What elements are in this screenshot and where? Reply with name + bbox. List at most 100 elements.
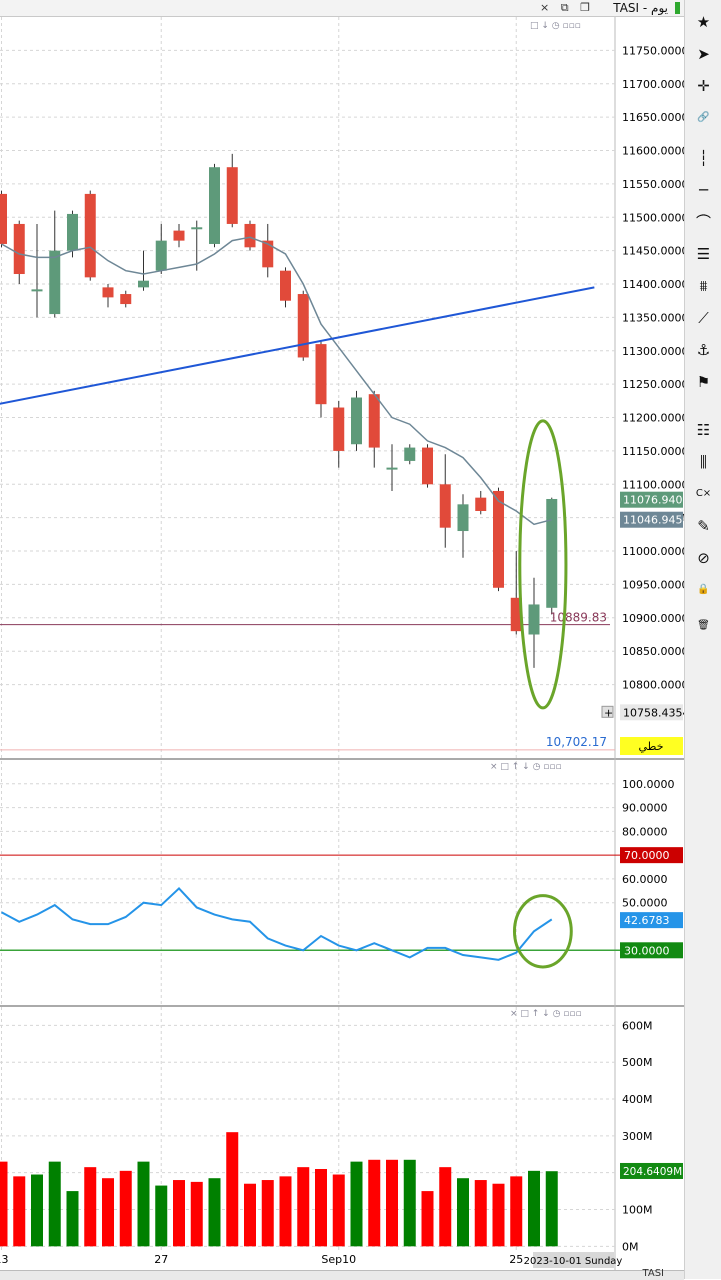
line-type-badge-label: خطي <box>639 740 664 753</box>
candle <box>173 230 185 241</box>
price-tick-label: 11250.0000 <box>622 378 684 391</box>
volume-bar <box>31 1174 43 1247</box>
x-tick-label: 13 <box>0 1253 9 1266</box>
curve-tool-icon[interactable]: ⌒ <box>695 213 711 231</box>
price-tick-label: 11650.0000 <box>622 111 684 124</box>
candle <box>368 394 380 448</box>
horizontal-line-label: 10889.83 <box>550 611 607 625</box>
bottom-symbol: TASI <box>642 1268 664 1279</box>
price-label: 11076.9400 <box>623 494 684 507</box>
highlight-ellipse <box>518 419 568 710</box>
volume-bar <box>545 1171 558 1247</box>
flag-icon[interactable]: ⚑ <box>696 373 711 391</box>
chart-canvas[interactable]: 10800.0000 10850.0000 10900.0000 10950.0000… <box>0 0 684 1279</box>
price-label: 11046.9450 <box>623 514 684 527</box>
volume-bar <box>279 1176 292 1247</box>
text-anchor-icon[interactable]: ⚓ <box>696 341 711 359</box>
volume-panel-controls: × □ ↑ ↓ ◷ ▫▫▫ <box>510 1009 582 1019</box>
crosshair-plus: + <box>604 706 613 719</box>
volume-bar <box>457 1178 469 1247</box>
rsi-tick-label: 100.0000 <box>622 778 675 791</box>
candle <box>333 407 345 451</box>
volume-tick-label: 400M <box>622 1093 653 1106</box>
crosshair-icon[interactable]: ✛ <box>697 77 710 95</box>
candle <box>404 447 416 461</box>
candle <box>351 397 362 445</box>
brush-icon[interactable]: ✎ <box>697 517 710 535</box>
bottom-scroll-bar[interactable]: TASI <box>0 1268 684 1280</box>
candle <box>386 467 398 470</box>
rsi-panel-controls: × □ ↑ ↓ ◷ ▫▫▫ <box>490 762 562 772</box>
volume-bar <box>226 1132 239 1247</box>
candle <box>209 167 220 244</box>
candle <box>280 270 291 301</box>
rsi-lower-label: 30.0000 <box>624 944 670 957</box>
candle <box>49 250 61 315</box>
price-tick-label: 11400.0000 <box>622 278 684 291</box>
favorite-star-icon[interactable]: ★ <box>696 13 711 31</box>
candle <box>439 484 451 528</box>
candle <box>297 294 309 358</box>
fibonacci-icon[interactable]: ☰ <box>696 245 711 263</box>
volume-current-label: 204.6409M <box>623 1166 682 1178</box>
x-tick-label: 27 <box>154 1253 168 1266</box>
volume-tick-label: 300M <box>622 1130 653 1143</box>
price-tick-label: 11450.0000 <box>622 245 684 258</box>
trendline <box>0 286 595 405</box>
candle <box>138 280 149 288</box>
price-tick-label: 11600.0000 <box>622 145 684 158</box>
candle <box>13 223 25 275</box>
support-line-label: 10,702.17 <box>546 735 607 749</box>
candle <box>262 240 274 268</box>
candles-icon[interactable]: ⫼ <box>700 453 707 471</box>
rsi-tick-label: 90.0000 <box>622 802 668 815</box>
settings-list-icon[interactable]: ☷ <box>696 421 711 439</box>
volume-bar <box>528 1170 540 1247</box>
rsi-upper-label: 70.0000 <box>624 849 670 862</box>
volume-bar <box>510 1176 523 1247</box>
volume-bar <box>297 1167 310 1247</box>
rsi-tick-label: 50.0000 <box>622 897 668 910</box>
volume-bar <box>261 1180 274 1247</box>
candle <box>475 497 487 511</box>
zigzag-icon[interactable]: ⟋ <box>698 309 709 327</box>
window-controls[interactable]: × ⧉ ❐ <box>540 1 594 14</box>
volume-current-box <box>620 1162 683 1179</box>
lock-icon[interactable]: 🔒 <box>697 584 710 595</box>
rsi-line <box>1 887 553 961</box>
candle <box>67 213 78 251</box>
connection-status-icon <box>675 2 680 14</box>
volume-bar <box>421 1191 434 1247</box>
link-icon[interactable]: 🔗 <box>697 112 710 123</box>
candle <box>191 227 203 230</box>
candle <box>84 193 96 278</box>
x-tick-label: Sep10 <box>321 1253 356 1266</box>
rsi-current-label: 42.6783 <box>624 914 670 927</box>
candle <box>31 289 43 292</box>
clear-icon[interactable]: C× <box>695 488 712 499</box>
volume-tick-label: 500M <box>622 1056 653 1069</box>
crosshair-marker <box>601 705 614 718</box>
price-tick-label: 11100.0000 <box>622 478 684 491</box>
price-tick-label: 10950.0000 <box>622 578 684 591</box>
volume-bar <box>102 1178 114 1247</box>
candle <box>155 240 167 271</box>
crosshair-date-box <box>533 1252 614 1268</box>
candle <box>422 447 433 485</box>
candle <box>546 498 558 608</box>
hide-icon[interactable]: ⊘ <box>697 549 710 567</box>
price-tick-label: 11150.0000 <box>622 445 684 458</box>
pattern-icon[interactable]: ⩩ <box>699 277 708 295</box>
price-tick-label: 10850.0000 <box>622 645 684 658</box>
candle <box>510 597 522 632</box>
vertical-line-icon[interactable]: ┆ <box>698 149 709 167</box>
trash-icon[interactable]: 🗑 <box>697 620 710 631</box>
volume-tick-label: 600M <box>622 1019 653 1032</box>
price-tick-label: 11550.0000 <box>622 178 684 191</box>
volume-bar <box>0 1161 8 1247</box>
pointer-cursor-icon[interactable]: ➤ <box>697 45 710 63</box>
volume-bar <box>190 1181 203 1247</box>
horizontal-line-icon[interactable]: ─ <box>698 181 709 199</box>
moving-average-line <box>1 236 552 526</box>
